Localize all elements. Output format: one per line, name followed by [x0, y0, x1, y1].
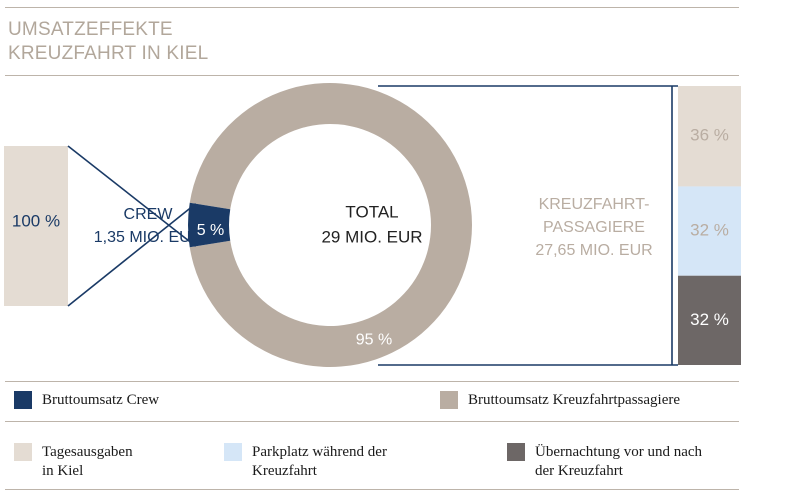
- legend-parking-swatch: [224, 443, 242, 461]
- legend-parking-label: Parkplatz während der Kreuzfahrt: [252, 444, 387, 479]
- title-rule: [5, 75, 739, 76]
- crew-connector-bottom: [67, 203, 197, 307]
- chart-title-line2: KREUZFAHRT IN KIEL: [8, 43, 209, 64]
- legend-overnight-label: Übernachtung vor und nach der Kreuzfahrt: [535, 444, 703, 479]
- legend-day-spending-swatch: [14, 443, 32, 461]
- passenger-bar-label-overnight: 32 %: [690, 310, 729, 329]
- top-rule: [5, 7, 739, 8]
- crew-title: CREW: [124, 206, 174, 223]
- passenger-bar-day-spending: [678, 86, 741, 187]
- donut-slice-crew: [188, 202, 231, 248]
- passenger-title-line1: KREUZFAHRT-: [539, 196, 650, 213]
- crew-slice-label: 5 %: [197, 222, 225, 239]
- chart-title-line1: UMSATZEFFEKTE: [8, 19, 173, 40]
- passenger-amount: 27,65 MIO. EUR: [535, 242, 652, 259]
- donut-center-title: TOTAL: [345, 202, 398, 221]
- passenger-bar-overnight: [678, 275, 741, 365]
- passengers-slice-label: 95 %: [356, 332, 392, 349]
- passenger-bar-label-day-spending: 36 %: [690, 126, 729, 145]
- legend-day-spending-label: Tagesausgaben in Kiel: [42, 444, 133, 479]
- crew-amount: 1,35 MIO. EUR: [94, 229, 202, 246]
- legend-crew-swatch: [14, 391, 32, 409]
- legend-passengers-label: Bruttoumsatz Kreuzfahrtpassagiere: [468, 392, 680, 408]
- legend-crew-label: Bruttoumsatz Crew: [42, 392, 160, 408]
- crew-breakdown-label: 100 %: [12, 211, 60, 230]
- crew-breakdown-bar: [4, 146, 68, 306]
- crew-connector-top: [67, 145, 197, 247]
- legend-rule-bottom: [5, 489, 739, 490]
- legend-rule-middle: [5, 421, 739, 422]
- legend-rule-top: [5, 381, 739, 382]
- passenger-bar-label-parking: 32 %: [690, 221, 729, 240]
- donut-slice-passengers: [189, 83, 472, 368]
- legend-passengers-swatch: [440, 391, 458, 409]
- legend-overnight-swatch: [507, 443, 525, 461]
- donut-center-total: 29 MIO. EUR: [321, 227, 422, 246]
- passenger-title-line2: PASSAGIERE: [543, 219, 645, 236]
- passenger-bar-parking: [678, 186, 741, 276]
